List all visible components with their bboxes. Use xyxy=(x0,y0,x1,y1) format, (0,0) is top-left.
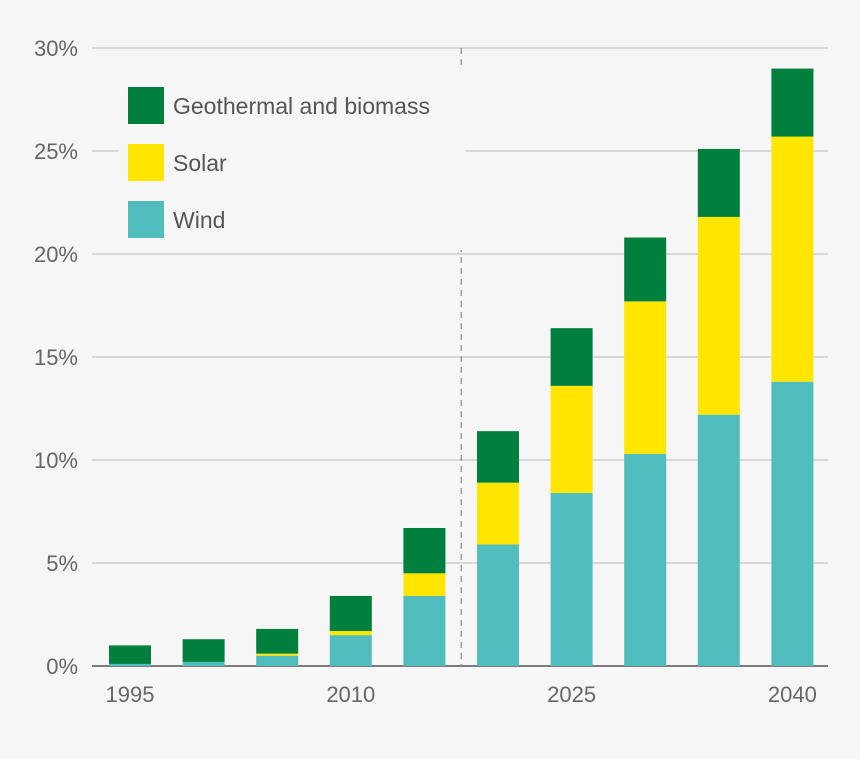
bar-segment-wind-2040 xyxy=(771,381,814,666)
y-tick-label: 10% xyxy=(34,448,78,473)
legend-swatch xyxy=(128,201,164,238)
axes: 0% 5% 10% 15% 20% 25% 30% 1995 2010 2025 2040 xyxy=(34,36,817,707)
bar-segment-geothermal-and-biomass-2005 xyxy=(256,628,299,654)
bar-segment-geothermal-and-biomass-1995 xyxy=(109,645,151,664)
legend-background xyxy=(118,70,466,250)
bar-segment-geothermal-and-biomass-2000 xyxy=(182,639,225,662)
bar-segment-wind-2030 xyxy=(624,453,667,666)
legend: Geothermal and biomass Solar Wind xyxy=(118,70,466,250)
legend-label: Solar xyxy=(173,150,227,176)
bar-segment-geothermal-and-biomass-2020 xyxy=(477,431,519,483)
bar-segment-wind-2015 xyxy=(403,595,446,666)
x-tick-label: 1995 xyxy=(106,682,155,707)
bar-segment-wind-2025 xyxy=(550,492,593,666)
legend-swatch xyxy=(128,144,164,181)
y-tick-label: 30% xyxy=(34,36,78,61)
bar-segment-solar-2010 xyxy=(329,630,372,636)
y-tick-label: 25% xyxy=(34,139,78,164)
bar-segment-solar-2040 xyxy=(771,136,814,382)
bar-segment-wind-2005 xyxy=(256,655,299,666)
bar-segment-geothermal-and-biomass-2035 xyxy=(697,148,740,217)
bar-segment-wind-2020 xyxy=(477,544,519,666)
x-tick-label: 2040 xyxy=(768,682,817,707)
y-tick-label: 5% xyxy=(46,551,78,576)
bar-segment-wind-2000 xyxy=(182,661,225,666)
bar-segment-solar-2015 xyxy=(403,573,446,596)
x-tick-label: 2010 xyxy=(326,682,375,707)
bar-segment-wind-2035 xyxy=(697,414,740,666)
legend-label: Wind xyxy=(173,207,225,233)
bar-segment-geothermal-and-biomass-2030 xyxy=(624,237,667,302)
bar-segment-solar-2035 xyxy=(697,216,740,415)
bar-segment-wind-2010 xyxy=(329,635,372,666)
bars xyxy=(109,68,814,666)
legend-label: Geothermal and biomass xyxy=(173,93,430,119)
bar-segment-solar-2025 xyxy=(550,385,593,493)
y-tick-label: 0% xyxy=(46,654,78,679)
bar-segment-geothermal-and-biomass-2015 xyxy=(403,527,446,574)
legend-swatch xyxy=(128,87,164,124)
bar-segment-solar-2005 xyxy=(256,653,299,656)
bar-segment-wind-1995 xyxy=(109,663,151,666)
bar-segment-solar-2030 xyxy=(624,301,667,454)
y-tick-label: 20% xyxy=(34,242,78,267)
y-tick-label: 15% xyxy=(34,345,78,370)
x-tick-label: 2025 xyxy=(547,682,596,707)
bar-segment-geothermal-and-biomass-2010 xyxy=(329,595,372,631)
bar-segment-geothermal-and-biomass-2025 xyxy=(550,328,593,386)
bar-segment-solar-2020 xyxy=(477,482,519,545)
bar-segment-geothermal-and-biomass-2040 xyxy=(771,68,814,137)
